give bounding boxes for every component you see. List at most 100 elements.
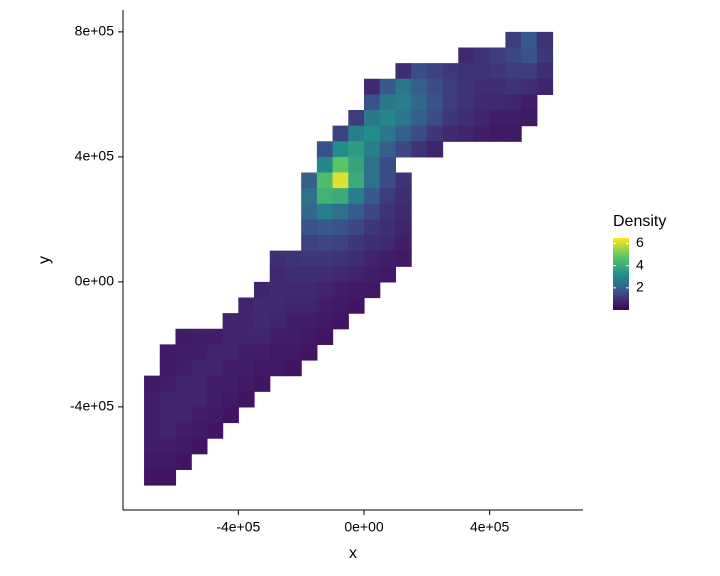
- raster-cell: [144, 391, 161, 408]
- raster-cell: [191, 422, 208, 439]
- raster-cell: [238, 297, 255, 314]
- raster-cell: [144, 438, 161, 455]
- raster-cell: [238, 375, 255, 392]
- raster-cell: [411, 141, 428, 158]
- raster-cell: [332, 141, 349, 158]
- raster-cell: [363, 141, 381, 158]
- raster-cell: [206, 328, 224, 345]
- raster-cell: [458, 47, 475, 64]
- raster-cell: [301, 219, 318, 236]
- raster-cell: [175, 422, 192, 439]
- x-axis-title: x: [349, 545, 357, 562]
- raster-cell: [269, 313, 287, 330]
- raster-cell: [254, 344, 271, 361]
- raster-cell: [379, 110, 397, 127]
- raster-cell: [505, 47, 522, 64]
- raster-cell: [489, 110, 506, 127]
- raster-cell: [316, 172, 334, 189]
- raster-cell: [395, 172, 412, 189]
- raster-cell: [301, 297, 318, 314]
- raster-cell: [332, 281, 349, 299]
- raster-cell: [222, 328, 239, 345]
- raster-cell: [254, 297, 271, 314]
- raster-cell: [536, 63, 554, 80]
- raster-cell: [379, 235, 397, 252]
- raster-cell: [285, 328, 302, 345]
- colorbar-label: 2: [636, 279, 644, 295]
- raster-cell: [332, 219, 349, 236]
- raster-cell: [269, 344, 287, 361]
- raster-cell: [144, 453, 161, 470]
- raster-cell: [175, 328, 192, 345]
- raster-cell: [254, 281, 271, 299]
- raster-cell: [379, 156, 397, 174]
- raster-cell: [395, 63, 412, 80]
- raster-cell: [363, 266, 381, 283]
- raster-cell: [363, 110, 381, 127]
- raster-cell: [426, 78, 444, 95]
- raster-cell: [316, 203, 334, 220]
- raster-cell: [395, 125, 412, 142]
- raster-cell: [536, 78, 554, 95]
- raster-cell: [505, 63, 522, 80]
- raster-cell: [159, 375, 177, 392]
- raster-cell: [473, 47, 491, 64]
- raster-cell: [363, 78, 381, 95]
- raster-cell: [489, 63, 506, 80]
- x-tick-label: 4e+05: [470, 519, 510, 535]
- raster-cell: [363, 188, 381, 205]
- x-tick-label: 0e+00: [344, 519, 384, 535]
- raster-cell: [316, 266, 334, 283]
- raster-cell: [238, 313, 255, 330]
- raster-cell: [505, 31, 522, 49]
- raster-cell: [332, 203, 349, 220]
- raster: [144, 31, 554, 486]
- raster-cell: [206, 391, 224, 408]
- raster-cell: [379, 188, 397, 205]
- raster-cell: [442, 125, 459, 142]
- colorbar-label: 4: [636, 256, 644, 272]
- raster-cell: [206, 375, 224, 392]
- raster-cell: [458, 110, 475, 127]
- raster-cell: [363, 203, 381, 220]
- raster-cell: [301, 266, 318, 283]
- raster-cell: [348, 219, 365, 236]
- raster-cell: [206, 360, 224, 377]
- raster-cell: [363, 156, 381, 174]
- raster-cell: [332, 125, 349, 142]
- raster-cell: [442, 78, 459, 95]
- raster-cell: [301, 235, 318, 252]
- raster-cell: [269, 328, 287, 345]
- raster-cell: [206, 406, 224, 424]
- raster-cell: [426, 94, 444, 111]
- raster-cell: [395, 203, 412, 220]
- raster-cell: [332, 313, 349, 330]
- raster-cell: [473, 63, 491, 80]
- raster-cell: [379, 203, 397, 220]
- raster-cell: [175, 375, 192, 392]
- raster-cell: [238, 328, 255, 345]
- raster-cell: [489, 78, 506, 95]
- raster-cell: [489, 94, 506, 111]
- raster-cell: [458, 94, 475, 111]
- raster-cell: [159, 406, 177, 424]
- y-axis-title: y: [36, 256, 53, 264]
- raster-cell: [458, 63, 475, 80]
- raster-cell: [159, 453, 177, 470]
- raster-cell: [159, 438, 177, 455]
- raster-cell: [191, 328, 208, 345]
- raster-cell: [395, 235, 412, 252]
- y-tick-label: 0e+00: [75, 273, 115, 289]
- raster-cell: [159, 422, 177, 439]
- raster-cell: [379, 250, 397, 267]
- raster-cell: [348, 266, 365, 283]
- raster-cell: [473, 125, 491, 142]
- raster-cell: [348, 172, 365, 189]
- raster-cell: [191, 375, 208, 392]
- raster-cell: [144, 422, 161, 439]
- raster-cell: [332, 172, 349, 189]
- raster-cell: [316, 313, 334, 330]
- legend-title: Density: [613, 213, 666, 230]
- raster-cell: [505, 94, 522, 111]
- raster-cell: [301, 344, 318, 361]
